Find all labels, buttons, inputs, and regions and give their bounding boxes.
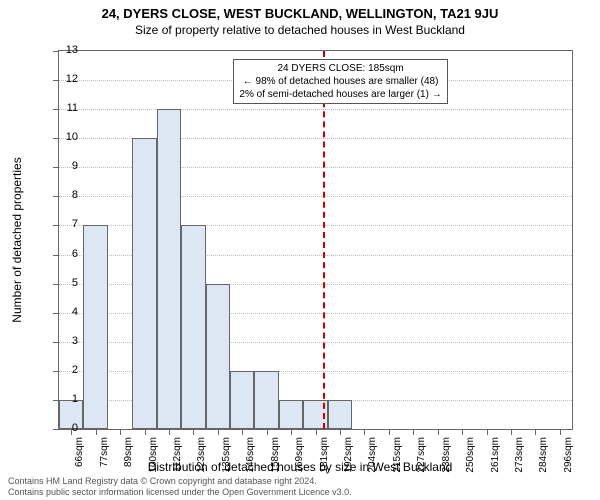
y-tick xyxy=(53,255,59,256)
x-axis-title: Distribution of detached houses by size … xyxy=(0,460,600,474)
x-tick xyxy=(413,429,414,435)
y-tick-label: 10 xyxy=(66,131,78,143)
annotation-box: 24 DYERS CLOSE: 185sqm ← 98% of detached … xyxy=(233,59,447,104)
annotation-line2: ← 98% of detached houses are smaller (48… xyxy=(243,76,439,87)
bar xyxy=(254,371,278,429)
bar xyxy=(328,400,352,429)
y-tick-label: 6 xyxy=(72,248,78,260)
y-tick xyxy=(53,109,59,110)
y-tick xyxy=(53,80,59,81)
y-tick-label: 2 xyxy=(72,364,78,376)
x-tick xyxy=(193,429,194,435)
y-tick-label: 1 xyxy=(72,393,78,405)
bar xyxy=(181,225,205,429)
y-tick xyxy=(53,225,59,226)
x-tick xyxy=(535,429,536,435)
x-tick xyxy=(145,429,146,435)
y-tick xyxy=(53,342,59,343)
x-tick xyxy=(316,429,317,435)
bar xyxy=(132,138,156,429)
bar xyxy=(206,284,230,429)
y-tick xyxy=(53,138,59,139)
y-tick-label: 8 xyxy=(72,189,78,201)
y-tick-label: 9 xyxy=(72,160,78,172)
bar xyxy=(157,109,181,429)
footer-line1: Contains HM Land Registry data © Crown c… xyxy=(8,476,317,486)
x-tick xyxy=(560,429,561,435)
x-tick xyxy=(169,429,170,435)
y-tick-label: 13 xyxy=(66,44,78,56)
reference-line xyxy=(323,51,325,429)
chart-container: 24, DYERS CLOSE, WEST BUCKLAND, WELLINGT… xyxy=(0,0,600,500)
y-tick xyxy=(53,429,59,430)
annotation-line1: 24 DYERS CLOSE: 185sqm xyxy=(277,63,403,74)
annotation-line3: 2% of semi-detached houses are larger (1… xyxy=(239,89,441,100)
y-tick xyxy=(53,167,59,168)
x-tick xyxy=(120,429,121,435)
y-tick xyxy=(53,371,59,372)
y-tick-label: 7 xyxy=(72,218,78,230)
x-tick xyxy=(389,429,390,435)
x-tick xyxy=(364,429,365,435)
x-tick xyxy=(340,429,341,435)
y-tick-label: 5 xyxy=(72,277,78,289)
x-tick xyxy=(487,429,488,435)
gridline xyxy=(59,109,572,110)
x-tick xyxy=(291,429,292,435)
footer-line2: Contains public sector information licen… xyxy=(8,487,352,497)
x-tick xyxy=(267,429,268,435)
y-tick xyxy=(53,313,59,314)
plot-area: 66sqm77sqm89sqm100sqm112sqm123sqm135sqm1… xyxy=(58,50,573,430)
x-tick xyxy=(218,429,219,435)
y-tick-label: 12 xyxy=(66,73,78,85)
y-tick xyxy=(53,51,59,52)
x-tick xyxy=(242,429,243,435)
bar xyxy=(279,400,303,429)
main-title: 24, DYERS CLOSE, WEST BUCKLAND, WELLINGT… xyxy=(0,0,600,21)
y-tick-label: 3 xyxy=(72,335,78,347)
bar xyxy=(230,371,254,429)
bar xyxy=(83,225,107,429)
y-tick xyxy=(53,196,59,197)
y-tick-label: 11 xyxy=(67,102,78,114)
x-tick xyxy=(96,429,97,435)
sub-title: Size of property relative to detached ho… xyxy=(0,21,600,37)
x-tick xyxy=(462,429,463,435)
y-tick xyxy=(53,284,59,285)
x-tick xyxy=(511,429,512,435)
x-tick xyxy=(438,429,439,435)
y-axis-title: Number of detached properties xyxy=(10,157,24,322)
footer-note: Contains HM Land Registry data © Crown c… xyxy=(8,476,352,498)
y-tick-label: 0 xyxy=(72,422,78,434)
y-tick-label: 4 xyxy=(72,306,78,318)
